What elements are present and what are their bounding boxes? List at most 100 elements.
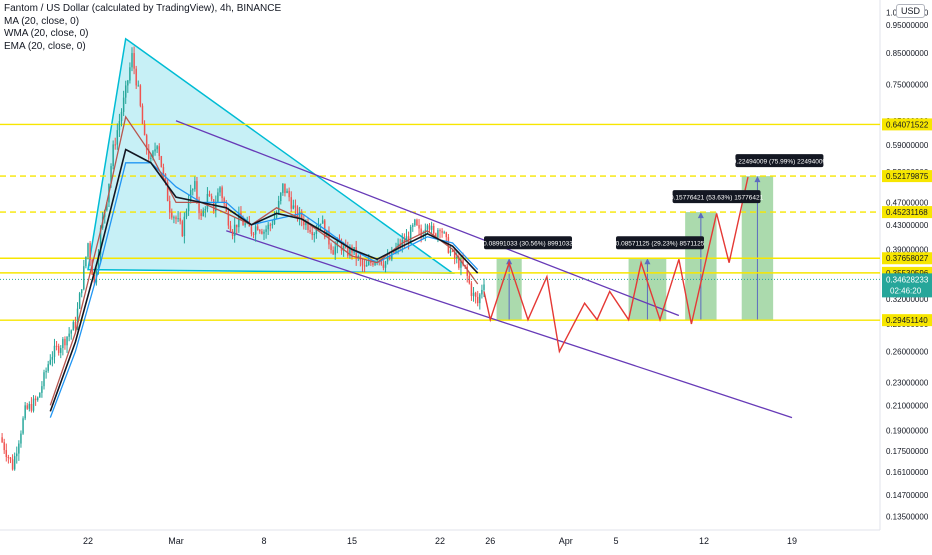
measure-label-1: 0.08991033 (30.56%) 8991033 (483, 241, 573, 248)
y-tick-15: 0.23000000 (886, 378, 929, 387)
channel-lower-line (226, 230, 793, 419)
candle-body-174 (363, 265, 366, 267)
candle-body-231 (483, 284, 485, 290)
x-tick-5: 22 (435, 536, 445, 546)
candle-body-107 (223, 198, 225, 204)
candle-body-124 (259, 230, 261, 232)
candle-body-17 (34, 398, 37, 401)
candle-body-30 (62, 339, 64, 349)
candle-body-86 (179, 218, 181, 222)
level-badge-3 (882, 206, 932, 219)
level-badge-1 (882, 118, 932, 131)
candle-body-45 (93, 274, 96, 283)
candle-body-146 (305, 221, 307, 226)
candle-body-122 (254, 226, 257, 235)
candle-body-43 (89, 243, 91, 261)
candle-body-200 (418, 225, 420, 229)
current-price-badge (882, 273, 932, 298)
candle-body-215 (449, 250, 452, 253)
candle-body-100 (208, 193, 211, 197)
candle-body-5 (9, 457, 12, 460)
candle-body-62 (129, 67, 131, 81)
measure-label-bg-2 (616, 236, 704, 250)
candle-body-16 (32, 398, 35, 411)
candle-body-39 (80, 289, 83, 294)
candle-body-145 (303, 220, 305, 226)
candle-body-128 (267, 224, 269, 230)
candle-body-12 (24, 405, 26, 419)
candle-body-177 (370, 261, 372, 264)
candle-body-216 (451, 250, 454, 252)
candle-body-72 (150, 157, 152, 159)
candle-body-33 (68, 333, 70, 337)
candle-body-40 (83, 266, 85, 290)
y-tick-8: 0.47000000 (886, 198, 929, 207)
candle-body-88 (183, 216, 186, 237)
y-tick-3: 0.85000000 (886, 49, 929, 58)
candle-body-35 (72, 322, 75, 331)
candle-body-9 (18, 443, 20, 454)
candle-body-208 (435, 233, 437, 238)
candle-body-184 (384, 261, 387, 268)
candle-body-160 (334, 246, 336, 255)
x-tick-8: 5 (613, 536, 618, 546)
wma-line (49, 115, 479, 406)
candle-body-36 (74, 322, 77, 329)
candle-body-225 (470, 283, 473, 297)
candle-body-110 (229, 225, 232, 232)
candle-body-182 (380, 260, 383, 265)
measure-label-2: 0.08571125 (29.23%) 8571125 (616, 241, 705, 248)
candle-body-164 (342, 246, 345, 251)
level-badge-label-6: 0.29451140 (886, 316, 928, 325)
level-badge-label-4: 0.37658027 (886, 254, 929, 263)
measure-label-bg-3 (672, 190, 761, 204)
candle-body-129 (269, 224, 272, 226)
candle-body-2 (3, 442, 5, 451)
candle-body-111 (231, 231, 234, 236)
candle-body-41 (85, 256, 87, 267)
candle-body-186 (388, 256, 391, 260)
x-tick-6: 26 (485, 536, 495, 546)
current-price-countdown: 02:46:20 (890, 286, 922, 295)
candle-body-209 (437, 230, 439, 238)
candle-body-211 (441, 231, 443, 233)
x-tick-10: 19 (787, 536, 797, 546)
candle-body-114 (238, 212, 240, 228)
candle-body-205 (428, 225, 431, 230)
candle-body-154 (321, 220, 324, 224)
candle-body-150 (313, 233, 316, 236)
candle-body-116 (242, 220, 244, 226)
candle-body-66 (137, 85, 140, 87)
candle-body-38 (78, 293, 81, 309)
currency-button[interactable]: USD (896, 4, 926, 18)
candle-body-173 (361, 260, 364, 266)
candle-body-141 (294, 205, 297, 208)
candle-body-25 (51, 356, 54, 360)
candle-body-6 (11, 459, 14, 470)
candle-body-92 (192, 189, 194, 191)
candle-body-78 (162, 167, 165, 174)
level-badge-4 (882, 252, 932, 265)
candle-body-149 (311, 232, 313, 236)
candle-body-196 (409, 226, 412, 242)
candle-body-220 (460, 259, 462, 268)
candle-body-32 (66, 336, 68, 346)
candle-body-82 (171, 212, 173, 218)
candle-body-73 (152, 151, 154, 158)
candle-body-138 (288, 190, 290, 198)
candle-body-121 (252, 233, 255, 235)
candle-body-180 (376, 260, 378, 262)
candle-body-194 (405, 236, 408, 243)
candle-body-228 (476, 296, 479, 304)
y-tick-6: 0.59000000 (886, 141, 929, 150)
candle-body-178 (372, 263, 374, 265)
candle-body-223 (466, 266, 468, 276)
candle-body-59 (122, 97, 125, 112)
y-tick-21: 0.13500000 (886, 513, 929, 522)
candle-body-7 (13, 456, 16, 470)
candle-body-105 (219, 187, 221, 193)
level-badge-label-2: 0.52179875 (886, 172, 929, 181)
candle-body-77 (160, 156, 163, 168)
candle-body-165 (344, 246, 347, 248)
